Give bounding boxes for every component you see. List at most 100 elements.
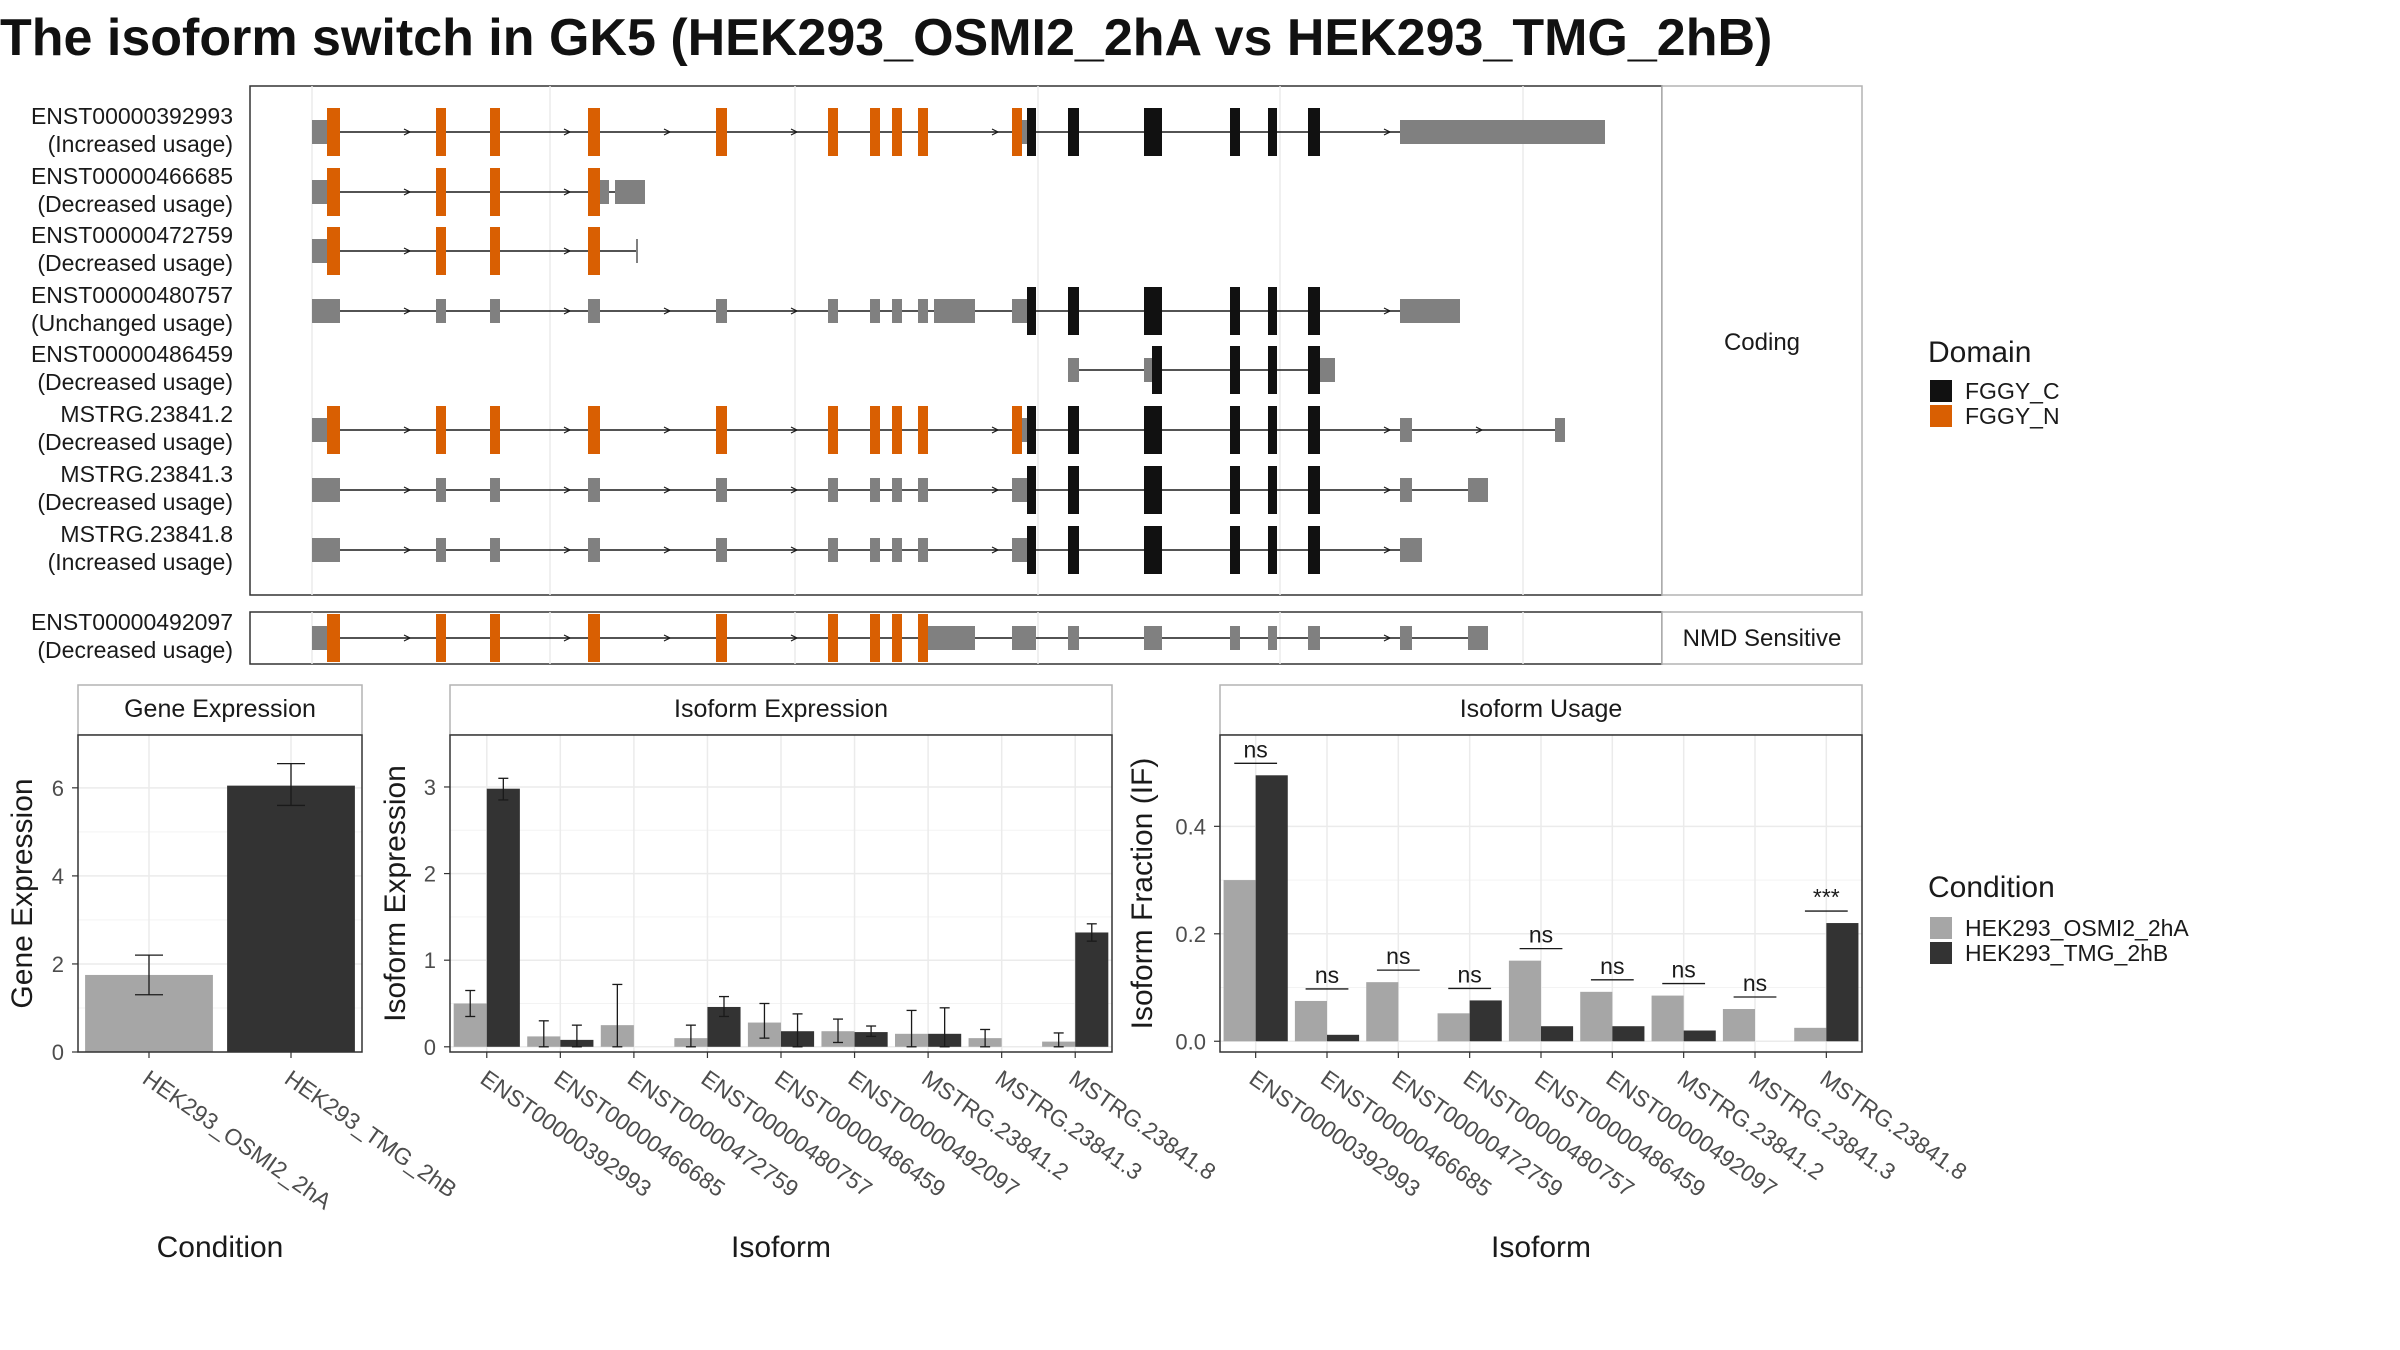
- y-tick-label: 6: [52, 776, 64, 801]
- strand-arrow: [790, 546, 799, 554]
- y-tick-label: 0.4: [1175, 814, 1206, 839]
- significance-label: ns: [1672, 957, 1696, 983]
- fggy-c-exon: [1068, 108, 1079, 156]
- isoform-usage-label: (Increased usage): [48, 549, 233, 575]
- fggy-n-exon: [327, 227, 340, 275]
- fggy-c-exon: [1230, 108, 1240, 156]
- utr-exon: [1144, 626, 1162, 650]
- plot-frame: [77, 734, 363, 1053]
- bar: [1366, 982, 1399, 1042]
- nmd-isoform-usage-label: (Decreased usage): [37, 637, 233, 663]
- fggy-c-exon: [1230, 287, 1240, 335]
- isoform-usage-label: (Decreased usage): [37, 191, 233, 217]
- nmd-strip-label: NMD Sensitive: [1683, 625, 1842, 652]
- utr-exon: [312, 180, 327, 204]
- fggy-n-exon: [490, 108, 500, 156]
- utr-exon: [588, 538, 600, 562]
- domain-legend-label: FGGY_N: [1965, 403, 2060, 429]
- fggy-c-exon: [1144, 406, 1162, 454]
- utr-exon: [1012, 299, 1027, 323]
- utr-exon: [588, 478, 600, 502]
- bar: [1722, 1009, 1755, 1042]
- strand-arrow: [991, 426, 1000, 434]
- fggy-n-exon: [588, 614, 600, 662]
- strand-arrow: [790, 486, 799, 494]
- bar: [1651, 995, 1684, 1042]
- x-axis-title: Condition: [157, 1231, 284, 1264]
- y-tick-label: 2: [424, 862, 436, 887]
- strand-arrow: [663, 486, 672, 494]
- strand-arrow: [663, 307, 672, 315]
- structure-panel: [249, 85, 1663, 596]
- utr-exon: [716, 538, 727, 562]
- y-axis-title: Isoform Expression: [379, 765, 412, 1022]
- fggy-c-exon: [1027, 108, 1036, 156]
- condition-legend-swatch: [1930, 917, 1952, 939]
- strand-arrow: [1383, 307, 1392, 315]
- y-tick-label: 2: [52, 952, 64, 977]
- domain-legend-label: FGGY_C: [1965, 378, 2060, 404]
- utr-exon: [436, 299, 446, 323]
- fggy-n-exon: [892, 614, 902, 662]
- fggy-c-exon: [1308, 526, 1320, 574]
- utr-exon: [490, 478, 500, 502]
- fggy-n-exon: [588, 168, 600, 216]
- strand-arrow: [1475, 426, 1484, 434]
- fggy-n-exon: [436, 406, 446, 454]
- panel-strip: [449, 684, 1113, 736]
- fggy-c-exon: [1230, 406, 1240, 454]
- plot-frame: [1219, 734, 1863, 1053]
- isoform-label: ENST00000486459: [31, 341, 233, 367]
- fggy-c-exon: [1268, 466, 1277, 514]
- isoform-label: ENST00000480757: [31, 282, 233, 308]
- fggy-n-exon: [870, 614, 880, 662]
- structure-strip: [1661, 85, 1863, 596]
- panel-title: Isoform Expression: [674, 695, 888, 723]
- fggy-n-exon: [490, 227, 500, 275]
- strand-arrow: [991, 128, 1000, 136]
- strand-arrow: [403, 426, 412, 434]
- utr-exon: [1468, 478, 1488, 502]
- strand-arrow: [403, 634, 412, 642]
- fggy-n-exon: [870, 406, 880, 454]
- bar: [1826, 923, 1859, 1042]
- fggy-n-exon: [327, 108, 340, 156]
- utr-exon: [828, 538, 838, 562]
- panel-title: Gene Expression: [124, 695, 316, 723]
- strand-arrow: [790, 426, 799, 434]
- utr-exon: [1012, 626, 1036, 650]
- fggy-c-exon: [1308, 466, 1320, 514]
- utr-exon: [828, 478, 838, 502]
- fggy-n-exon: [716, 406, 727, 454]
- nmd-isoform-label: ENST00000492097: [31, 609, 233, 635]
- chart-title: The isoform switch in GK5 (HEK293_OSMI2_…: [0, 9, 1773, 67]
- fggy-n-exon: [716, 614, 727, 662]
- fggy-n-exon: [892, 406, 902, 454]
- fggy-n-exon: [436, 227, 446, 275]
- fggy-n-exon: [588, 227, 600, 275]
- utr-exon: [1144, 358, 1152, 382]
- utr-exon: [870, 478, 880, 502]
- utr-exon: [312, 626, 327, 650]
- bar: [227, 785, 355, 1052]
- plot-frame: [449, 734, 1113, 1053]
- utr-exon: [918, 478, 928, 502]
- strand-arrow: [563, 634, 572, 642]
- isoform-label: MSTRG.23841.2: [60, 401, 233, 427]
- utr-exon: [934, 299, 975, 323]
- condition-legend-label: HEK293_TMG_2hB: [1965, 940, 2168, 966]
- strand-arrow: [790, 634, 799, 642]
- condition-legend-label: HEK293_OSMI2_2hA: [1965, 915, 2189, 941]
- strand-arrow: [563, 426, 572, 434]
- utr-exon: [588, 299, 600, 323]
- x-axis-title: Isoform: [731, 1231, 831, 1264]
- utr-exon: [436, 478, 446, 502]
- utr-exon: [918, 538, 928, 562]
- utr-exon: [716, 478, 727, 502]
- y-tick-label: 1: [424, 948, 436, 973]
- utr-exon: [1012, 538, 1022, 562]
- fggy-n-exon: [716, 108, 727, 156]
- significance-label: ns: [1529, 922, 1553, 948]
- domain-legend-swatch: [1930, 405, 1952, 427]
- isoform-usage-label: (Decreased usage): [37, 369, 233, 395]
